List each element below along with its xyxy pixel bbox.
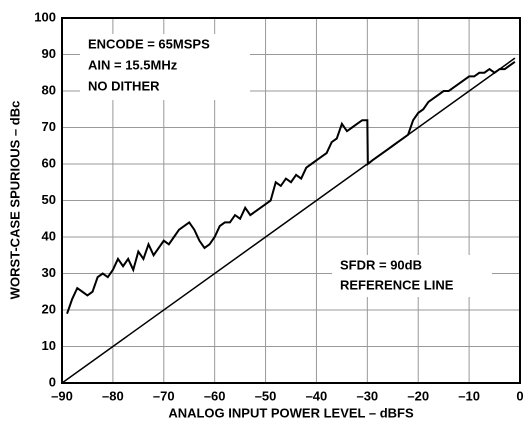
y-tick-label: 70	[42, 119, 56, 134]
annotation: REFERENCE LINE	[340, 277, 454, 292]
x-tick-label: –60	[204, 388, 226, 403]
y-tick-label: 40	[42, 228, 56, 243]
x-tick-label: –90	[51, 388, 73, 403]
annotation: NO DITHER	[88, 78, 160, 93]
x-tick-label: –70	[153, 388, 175, 403]
x-tick-label: –30	[356, 388, 378, 403]
x-tick-label: –10	[458, 388, 480, 403]
annotation-box	[80, 34, 250, 100]
y-tick-label: 0	[49, 374, 56, 389]
annotation: ENCODE = 65MSPS	[88, 36, 210, 51]
annotation-box	[332, 255, 492, 297]
y-tick-label: 10	[42, 338, 56, 353]
x-tick-label: –50	[255, 388, 277, 403]
plot-frame	[61, 17, 521, 384]
data-line	[66, 60, 516, 314]
annotation: AIN = 15.5MHz	[88, 57, 178, 72]
y-tick-label: 20	[42, 301, 56, 316]
y-tick-label: 80	[42, 82, 56, 97]
data-line	[61, 57, 516, 384]
y-tick-label: 30	[42, 265, 56, 280]
y-tick-label: 100	[34, 9, 56, 24]
x-tick-label: 0	[516, 388, 523, 403]
x-tick-label: –80	[102, 388, 124, 403]
x-axis-label: ANALOG INPUT POWER LEVEL – dBFS	[168, 405, 414, 420]
x-tick-label: –40	[306, 388, 328, 403]
y-tick-label: 50	[42, 192, 56, 207]
y-tick-label: 60	[42, 155, 56, 170]
annotation: SFDR = 90dB	[340, 257, 422, 272]
y-axis-label: WORST-CASE SPURIOUS – dBc	[7, 101, 22, 300]
x-tick-label: –20	[407, 388, 429, 403]
y-tick-label: 90	[42, 46, 56, 61]
